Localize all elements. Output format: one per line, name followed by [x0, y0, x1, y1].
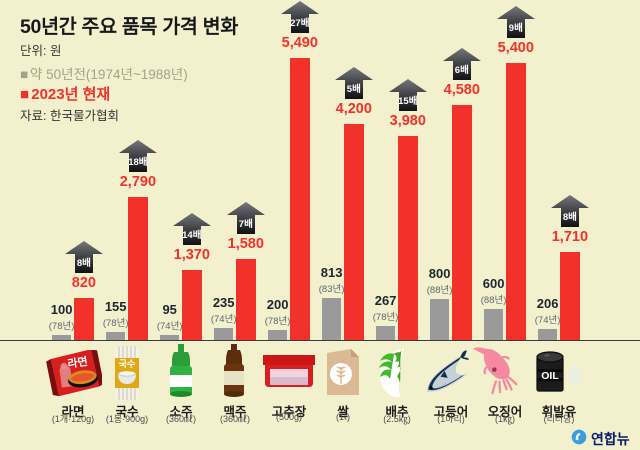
- svg-text:OIL: OIL: [541, 370, 559, 382]
- svg-text:국수: 국수: [119, 359, 136, 369]
